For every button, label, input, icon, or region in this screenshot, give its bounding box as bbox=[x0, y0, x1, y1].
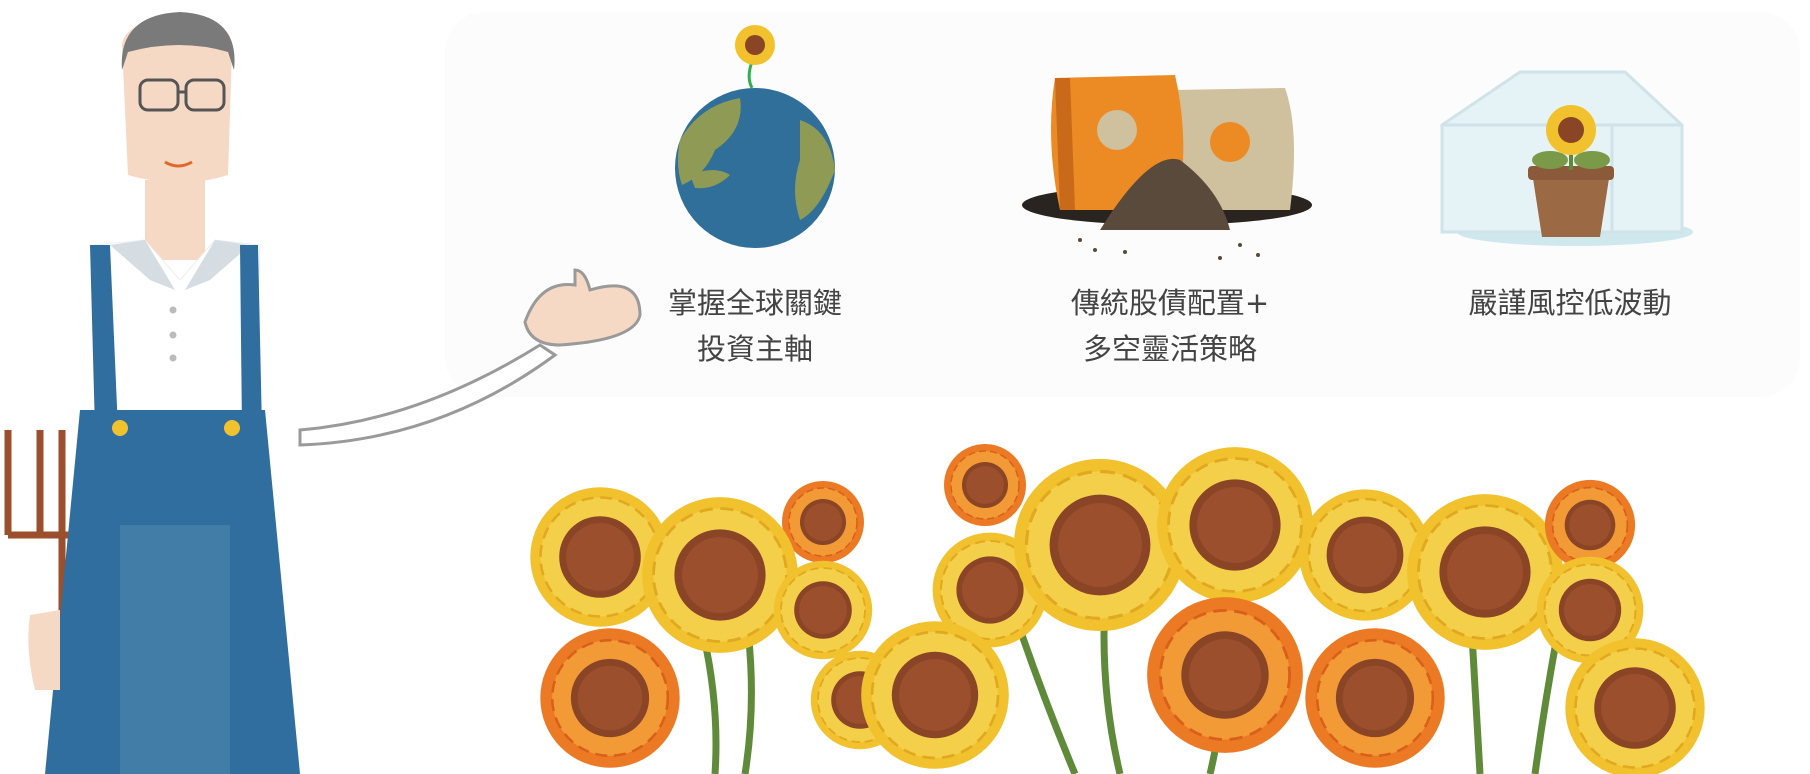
feature-line2: 多空靈活策略 bbox=[1082, 332, 1257, 366]
feature-allocation-strategy: 傳統股債配置+ 多空靈活策略 bbox=[1040, 280, 1300, 372]
soil-bags-icon bbox=[1022, 75, 1312, 260]
feature-line2: 投資主軸 bbox=[696, 332, 813, 366]
farmer-illustration bbox=[4, 12, 642, 774]
feature-global-themes: 掌握全球關鍵 投資主軸 bbox=[640, 280, 870, 372]
feature-risk-control: 嚴謹風控低波動 bbox=[1440, 280, 1700, 326]
globe-sunflower-icon bbox=[675, 25, 835, 248]
greenhouse-sunflower-icon bbox=[1440, 70, 1693, 246]
feature-line1: 掌握全球關鍵 bbox=[667, 286, 842, 320]
feature-line1: 傳統股債配置+ bbox=[1070, 286, 1270, 320]
feature-line1: 嚴謹風控低波動 bbox=[1468, 286, 1672, 320]
sunflower-field bbox=[529, 443, 1706, 774]
